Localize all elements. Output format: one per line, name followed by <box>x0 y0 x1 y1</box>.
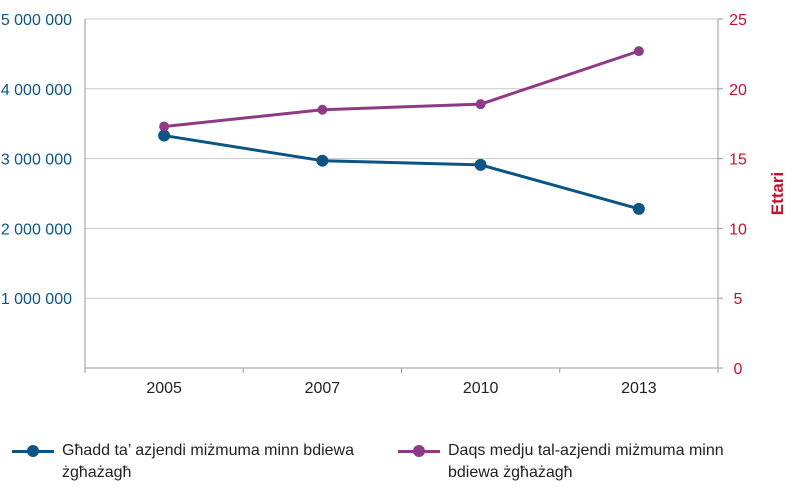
x-tick-label: 2005 <box>146 380 182 397</box>
data-point-series-2 <box>317 104 328 115</box>
line-chart: 1 000 000 2 000 000 3 000 000 4 000 000 5 00… <box>1 12 787 397</box>
legend-swatch-series-1 <box>12 440 54 462</box>
data-point-series-1 <box>158 129 171 142</box>
legend-swatch-series-2 <box>398 440 440 462</box>
series-line-2 <box>163 49 640 128</box>
legend-item-series-2: Daqs medju tal-azjendi miżmuma minn bdie… <box>398 440 778 484</box>
right-tick-label: 10 <box>729 221 747 238</box>
data-point-series-2 <box>475 99 486 110</box>
right-tick-label: 0 <box>734 361 743 378</box>
x-tick-label: 2007 <box>305 380 341 397</box>
series-line-1 <box>163 134 640 211</box>
data-point-series-1 <box>474 158 487 171</box>
right-tick-label: 5 <box>734 291 743 308</box>
axes: 1 000 000 2 000 000 3 000 000 4 000 000 5 00… <box>1 12 747 397</box>
x-tick-label: 2010 <box>463 380 499 397</box>
right-axis-title: Ettari <box>768 172 787 215</box>
gridlines <box>85 18 718 299</box>
legend-item-series-1: Għadd ta’ azjendi miżmuma minn bdiewa żg… <box>12 440 392 484</box>
right-tick-label: 20 <box>729 82 747 99</box>
legend-label-series-1: Għadd ta’ azjendi miżmuma minn bdiewa żg… <box>62 442 354 481</box>
data-point-series-1 <box>316 154 329 167</box>
left-tick-label: 5 000 000 <box>1 12 72 29</box>
data-point-series-1 <box>632 202 645 215</box>
series-layer <box>158 46 645 215</box>
data-point-series-2 <box>633 46 644 57</box>
legend-label-series-2: Daqs medju tal-azjendi miżmuma minn bdie… <box>448 442 724 481</box>
left-tick-label: 2 000 000 <box>1 221 72 238</box>
left-tick-label: 1 000 000 <box>1 291 72 308</box>
left-tick-label: 3 000 000 <box>1 152 72 169</box>
left-tick-label: 4 000 000 <box>1 82 72 99</box>
right-tick-label: 25 <box>729 12 747 29</box>
data-point-series-2 <box>159 121 170 132</box>
right-tick-label: 15 <box>729 152 747 169</box>
x-tick-label: 2013 <box>621 380 657 397</box>
